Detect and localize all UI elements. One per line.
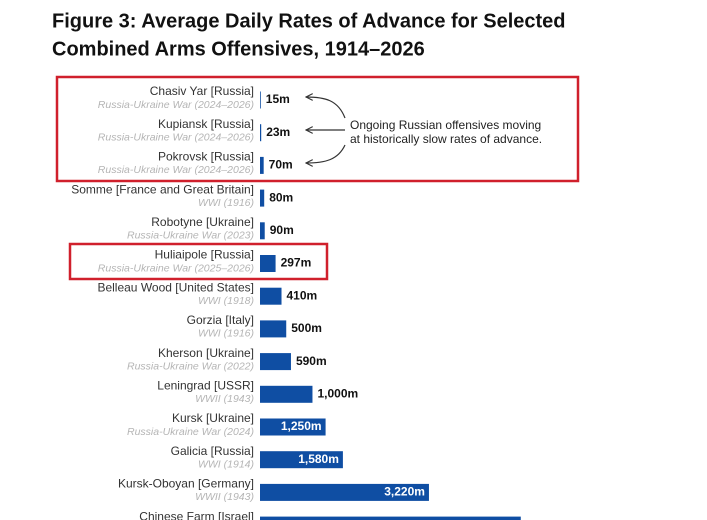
category-sublabel: Russia-Ukraine War (2023) (127, 230, 254, 242)
bar (260, 287, 282, 305)
value-label: 90m (270, 223, 294, 237)
category-label: Pokrovsk [Russia] (158, 150, 254, 164)
category-label: Huliaipole [Russia] (155, 248, 254, 262)
category-label: Gorzia [Italy] (187, 313, 254, 327)
value-label: 23m (266, 125, 290, 139)
bar (260, 189, 265, 207)
category-sublabel: Russia-Ukraine War (2024) (127, 426, 254, 438)
value-label: 500m (291, 321, 322, 335)
bar (260, 320, 287, 338)
value-label: 3,220m (384, 485, 425, 499)
bar (260, 483, 429, 501)
value-label: 1,250m (281, 419, 322, 433)
bar (260, 124, 262, 142)
bar (260, 516, 521, 520)
category-label: Kursk [Ukraine] (172, 411, 254, 425)
annotation-arrow (306, 97, 346, 119)
category-sublabel: Russia-Ukraine War (2024–2026) (98, 99, 254, 111)
highlight-box (55, 75, 580, 183)
category-sublabel: Russia-Ukraine War (2024–2026) (98, 164, 254, 176)
category-sublabel: WWI (1914) (198, 458, 254, 470)
category-sublabel: WWI (1918) (198, 295, 254, 307)
bar (260, 451, 343, 469)
annotation: Ongoing Russian offensives moving (350, 118, 541, 132)
category-label: Kursk-Oboyan [Germany] (118, 477, 254, 491)
category-label: Galicia [Russia] (171, 444, 254, 458)
category-label: Somme [France and Great Britain] (71, 182, 254, 196)
bar (260, 222, 265, 240)
value-label: 410m (287, 288, 318, 302)
category-label: Chinese Farm [Israel] (139, 509, 254, 520)
value-label: 590m (296, 354, 327, 368)
bar (260, 156, 264, 174)
bar (260, 91, 261, 109)
bar (260, 353, 291, 371)
bar (260, 418, 326, 436)
chart-title: Figure 3: Average Daily Rates of Advance… (52, 10, 566, 32)
bar (260, 255, 276, 272)
value-label: 1,000m (317, 386, 358, 400)
category-sublabel: WWI (1916) (198, 328, 254, 340)
value-label: 70m (269, 158, 293, 172)
category-label: Kherson [Ukraine] (158, 346, 254, 360)
annotation-arrow (306, 144, 346, 163)
value-label: 297m (281, 256, 312, 270)
value-label: 1,580m (298, 452, 339, 466)
category-sublabel: Russia-Ukraine War (2025–2026) (98, 262, 254, 274)
category-label: Kupiansk [Russia] (158, 117, 254, 131)
highlight-box (68, 242, 329, 281)
category-label: Leningrad [USSR] (157, 378, 254, 392)
category-label: Chasiv Yar [Russia] (150, 84, 254, 98)
category-sublabel: Russia-Ukraine War (2024–2026) (98, 131, 254, 143)
chart-title: Combined Arms Offensives, 1914–2026 (52, 38, 425, 60)
bar (260, 385, 313, 403)
category-label: Belleau Wood [United States] (97, 280, 254, 294)
value-label: 80m (269, 190, 293, 204)
annotation: at historically slow rates of advance. (350, 132, 542, 146)
category-sublabel: Russia-Ukraine War (2022) (127, 360, 254, 372)
category-sublabel: WWI (1916) (198, 197, 254, 209)
value-label: 15m (266, 92, 290, 106)
category-sublabel: WWII (1943) (195, 393, 254, 405)
category-sublabel: WWII (1943) (195, 491, 254, 503)
category-label: Robotyne [Ukraine] (151, 215, 254, 229)
